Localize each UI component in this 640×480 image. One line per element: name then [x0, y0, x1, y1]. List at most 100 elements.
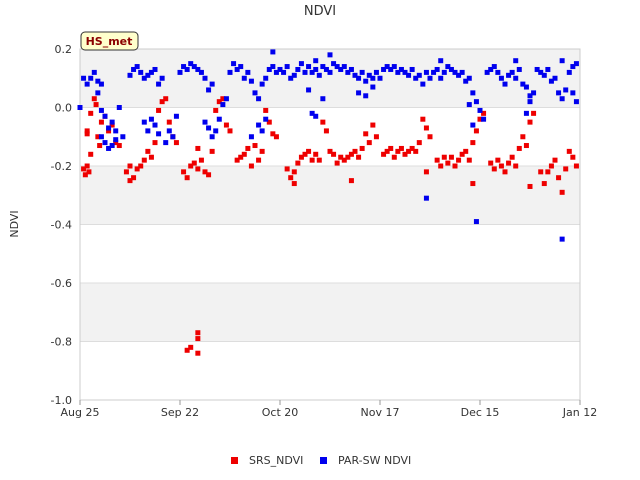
- data-point: [466, 157, 472, 163]
- data-point: [527, 183, 533, 189]
- data-point: [216, 116, 222, 122]
- data-point: [145, 72, 151, 78]
- data-point: [570, 90, 576, 96]
- data-point: [270, 64, 276, 70]
- data-point: [527, 119, 533, 125]
- data-point: [82, 172, 88, 178]
- data-point: [441, 154, 447, 160]
- data-point: [195, 166, 201, 172]
- data-point: [488, 66, 494, 72]
- data-point: [302, 151, 308, 157]
- data-point: [184, 66, 190, 72]
- data-point: [541, 181, 547, 187]
- data-point: [256, 122, 262, 128]
- plot-border: [79, 48, 581, 401]
- data-point: [323, 66, 329, 72]
- data-point: [141, 157, 147, 163]
- data-point: [481, 116, 487, 122]
- legend-swatch: [231, 457, 238, 464]
- data-series: [77, 49, 579, 356]
- data-point: [284, 64, 290, 70]
- data-point: [216, 99, 222, 105]
- legend: SRS_NDVI PAR-SW NDVI: [231, 454, 411, 467]
- data-point: [466, 102, 472, 108]
- data-point: [316, 157, 322, 163]
- data-point: [291, 72, 297, 78]
- data-point: [563, 87, 569, 93]
- data-point: [263, 116, 269, 122]
- data-point: [341, 64, 347, 70]
- y-tick-label: 0.2: [55, 43, 73, 56]
- data-point: [131, 66, 137, 72]
- series-par-sw-ndvi: [77, 49, 579, 242]
- plot-band: [80, 107, 580, 166]
- data-point: [313, 66, 319, 72]
- data-point: [295, 160, 301, 166]
- data-point: [538, 169, 544, 175]
- data-point: [163, 140, 169, 146]
- data-point: [188, 163, 194, 169]
- data-point: [488, 160, 494, 166]
- data-point: [523, 143, 529, 149]
- data-point: [181, 169, 187, 175]
- data-point: [513, 58, 519, 64]
- data-point: [381, 151, 387, 157]
- data-point: [420, 81, 426, 87]
- data-point: [334, 64, 340, 70]
- data-point: [98, 107, 104, 113]
- data-point: [502, 169, 508, 175]
- x-tick-label: Jan 12: [562, 406, 597, 419]
- data-point: [195, 350, 201, 356]
- data-point: [448, 154, 454, 160]
- data-point: [491, 64, 497, 70]
- data-point: [220, 96, 226, 102]
- data-point: [134, 64, 140, 70]
- data-point: [281, 69, 287, 75]
- data-point: [131, 175, 137, 181]
- data-point: [266, 119, 272, 125]
- data-point: [356, 154, 362, 160]
- data-point: [159, 75, 165, 81]
- y-tick-label: 0.0: [55, 102, 73, 115]
- data-point: [388, 66, 394, 72]
- data-point: [391, 64, 397, 70]
- data-point: [395, 148, 401, 154]
- data-point: [448, 66, 454, 72]
- data-point: [320, 119, 326, 125]
- data-point: [77, 105, 83, 110]
- data-point: [516, 145, 522, 151]
- data-point: [495, 69, 501, 75]
- data-point: [402, 69, 408, 75]
- data-point: [198, 157, 204, 163]
- data-point: [370, 122, 376, 128]
- data-point: [266, 66, 272, 72]
- data-point: [106, 128, 112, 134]
- data-point: [559, 236, 565, 242]
- x-tick-label: Dec 15: [461, 406, 500, 419]
- y-tick-label: -0.2: [51, 160, 72, 173]
- data-point: [84, 81, 90, 87]
- data-point: [416, 140, 422, 146]
- data-point: [516, 66, 522, 72]
- data-point: [398, 66, 404, 72]
- data-point: [534, 66, 540, 72]
- data-point: [309, 69, 315, 75]
- data-point: [473, 99, 479, 105]
- data-point: [566, 148, 572, 154]
- data-point: [513, 75, 519, 81]
- data-point: [563, 166, 569, 172]
- data-point: [423, 125, 429, 131]
- data-point: [363, 131, 369, 137]
- data-point: [84, 128, 90, 134]
- data-point: [259, 128, 265, 134]
- x-tick-label: Aug 25: [61, 406, 100, 419]
- data-point: [548, 163, 554, 169]
- y-tick-label: -1.0: [51, 394, 72, 407]
- data-point: [409, 66, 415, 72]
- x-tick-label: Nov 17: [361, 406, 400, 419]
- data-point: [356, 75, 362, 81]
- data-point: [259, 81, 265, 87]
- data-point: [202, 75, 208, 81]
- data-point: [309, 110, 315, 116]
